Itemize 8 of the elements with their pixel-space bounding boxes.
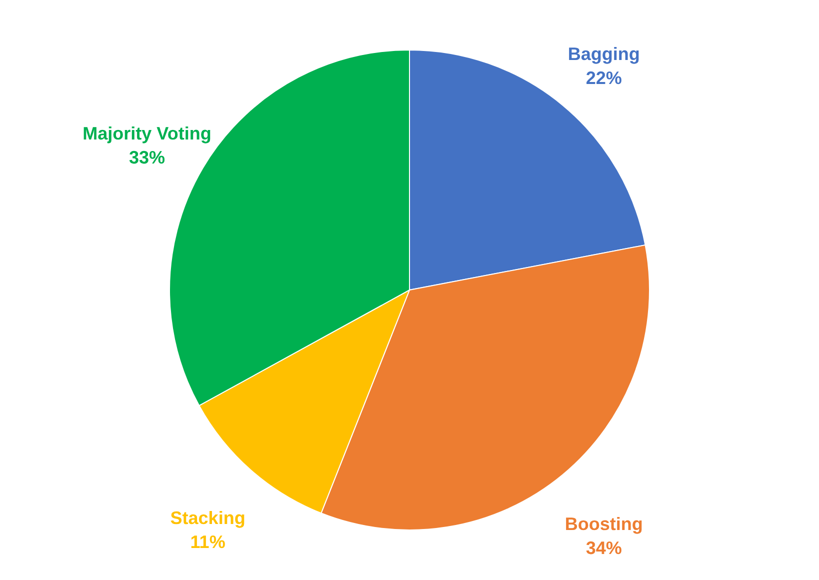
slice-label: Stacking — [170, 508, 246, 528]
data-label: 34% — [586, 538, 622, 558]
data-label: 11% — [190, 532, 226, 552]
slice-label: Majority Voting — [82, 124, 212, 144]
slice-label: Bagging — [568, 44, 640, 64]
slice-label: Boosting — [564, 514, 643, 534]
data-label: 22% — [586, 68, 622, 88]
data-label: 33% — [128, 148, 165, 168]
